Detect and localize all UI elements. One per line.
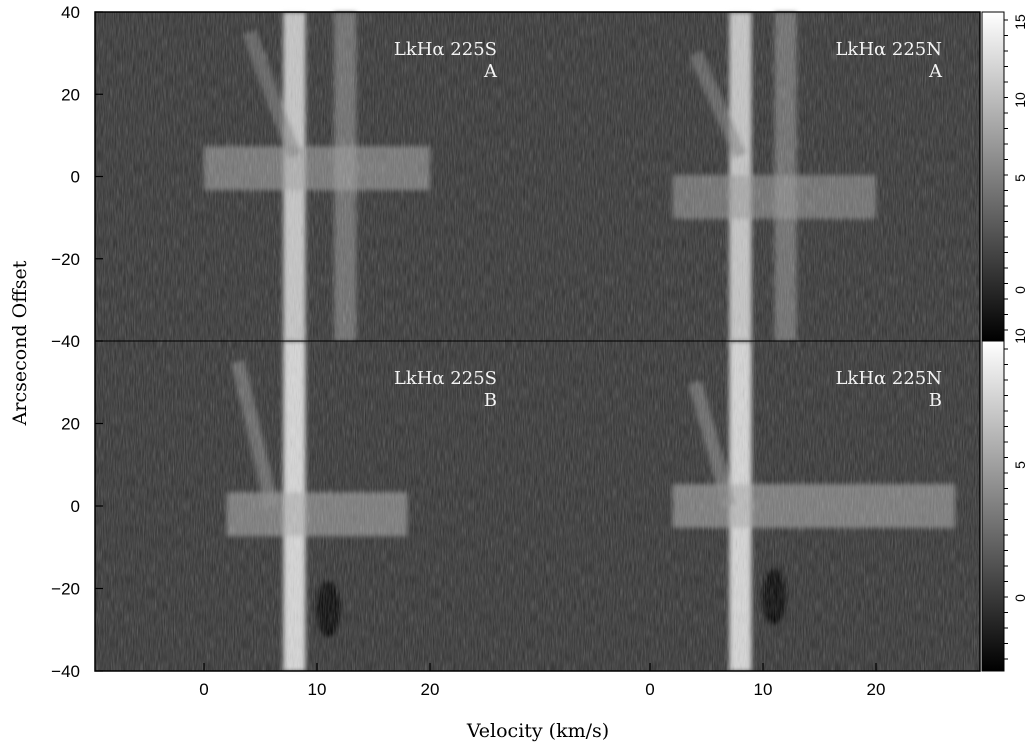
colorbar-tick-label: 0 — [1012, 286, 1028, 294]
colorbars: 15 10 5 0 10 5 0 — [981, 11, 1028, 672]
colorbar-tick-label: 5 — [1012, 174, 1028, 182]
y-tick-label: −20 — [51, 580, 80, 599]
y-tick-label: −40 — [51, 332, 80, 351]
y-tick-label: 20 — [61, 415, 80, 434]
colorbar-A — [981, 11, 1005, 342]
heatmap-panels: LkHα 225SALkHα 225NALkHα 225SBLkHα 225NB — [95, 12, 980, 671]
x-tick-label: 10 — [754, 680, 773, 699]
colorbar-tick-label: 0 — [1012, 594, 1028, 602]
x-axis-label: Velocity (km/s) — [466, 720, 609, 742]
colorbar-tick-label: 15 — [1012, 14, 1028, 30]
x-tick-label: 0 — [645, 680, 654, 699]
colorbar-tick-label: 10 — [1012, 92, 1028, 108]
x-tick-label: 0 — [199, 680, 208, 699]
x-tick-label: 20 — [421, 680, 440, 699]
y-tick-label: −40 — [51, 662, 80, 681]
y-axis-label: Arcsecond Offset — [9, 260, 31, 426]
colorbar-tick-label: 10 — [1012, 328, 1028, 344]
y-tick-label: 20 — [61, 85, 80, 104]
y-tick-label: 0 — [71, 168, 80, 187]
axes: 40 20 0 −20 −40 20 0 −20 −40 0 10 20 0 10 20 — [51, 3, 981, 699]
y-tick-label: 40 — [61, 3, 80, 22]
colorbar-tick-label: 5 — [1012, 461, 1028, 469]
noise-overlay — [95, 12, 980, 341]
y-tick-label: 0 — [71, 497, 80, 516]
x-tick-label: 20 — [867, 680, 886, 699]
colorbar-B — [981, 340, 1005, 672]
noise-overlay — [95, 341, 980, 671]
x-tick-label: 10 — [308, 680, 327, 699]
y-tick-label: −20 — [51, 250, 80, 269]
